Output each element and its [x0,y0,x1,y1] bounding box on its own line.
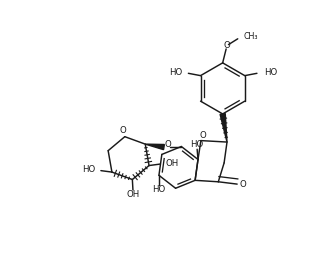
Text: HO: HO [152,185,166,194]
Text: HO: HO [169,68,183,77]
Text: HO: HO [190,140,203,149]
Text: HO: HO [82,165,95,174]
Text: CH₃: CH₃ [243,32,258,41]
Polygon shape [220,114,227,142]
Text: OH: OH [127,190,140,199]
Text: O: O [164,140,171,149]
Text: HO: HO [264,68,277,77]
Text: O: O [223,41,230,50]
Text: O: O [120,125,127,134]
Polygon shape [145,144,164,150]
Text: OH: OH [166,159,179,168]
Text: O: O [239,180,246,189]
Text: O: O [200,131,207,140]
